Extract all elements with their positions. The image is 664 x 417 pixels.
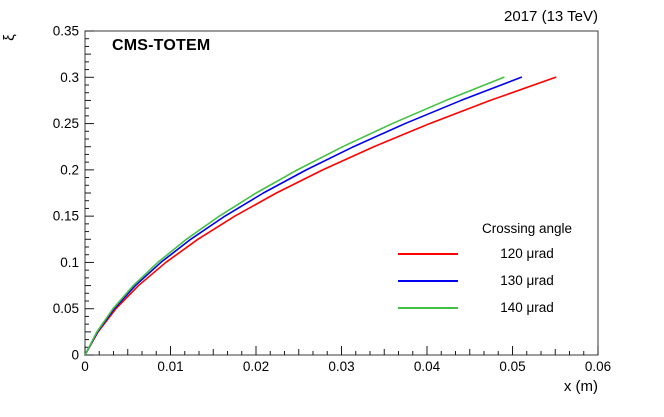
x-tick-label: 0.05 — [499, 359, 525, 374]
legend-entry-120urad: 120 μrad — [398, 240, 594, 267]
experiment-label: CMS-TOTEM — [112, 37, 211, 54]
x-tick-label: 0.02 — [243, 359, 269, 374]
run-condition-label: 2017 (13 TeV) — [504, 8, 598, 25]
x-tick-label: 0 — [81, 359, 89, 374]
legend-entry-140urad: 140 μrad — [398, 294, 594, 321]
legend-entry-130urad: 130 μrad — [398, 267, 594, 294]
y-tick-label: 0.3 — [60, 70, 79, 85]
curve-140rad — [84, 76, 505, 356]
y-tick-label: 0.1 — [60, 255, 79, 270]
legend-label-130urad: 130 μrad — [500, 273, 554, 288]
x-tick-label: 0.04 — [414, 359, 441, 374]
y-axis-title: ξ — [0, 34, 18, 41]
y-tick-label: 0.25 — [53, 116, 79, 131]
legend-label-120urad: 120 μrad — [500, 246, 554, 261]
x-tick-label: 0.03 — [328, 359, 354, 374]
x-tick-label: 0.06 — [585, 359, 611, 374]
legend-title: Crossing angle — [481, 220, 573, 236]
legend-swatch-130urad-line — [398, 279, 458, 282]
y-tick-label: 0.2 — [60, 162, 79, 177]
curve-120rad — [84, 76, 557, 356]
legend-swatch-140urad-line — [398, 306, 458, 309]
legend-swatch-120urad-line — [398, 252, 458, 255]
curve-130rad — [84, 76, 523, 356]
y-tick-label: 0.15 — [53, 209, 79, 224]
x-axis-title: x (m) — [563, 378, 598, 395]
y-tick-label: 0 — [71, 348, 79, 363]
legend-label-140urad: 140 μrad — [500, 300, 554, 315]
y-tick-label: 0.35 — [53, 24, 79, 39]
legend: Crossing angle 120 μrad 130 μrad 140 μra… — [398, 216, 594, 321]
legend-title-row: Crossing angle — [398, 216, 594, 240]
x-tick-label: 0.01 — [157, 359, 183, 374]
y-tick-label: 0.05 — [53, 301, 79, 316]
